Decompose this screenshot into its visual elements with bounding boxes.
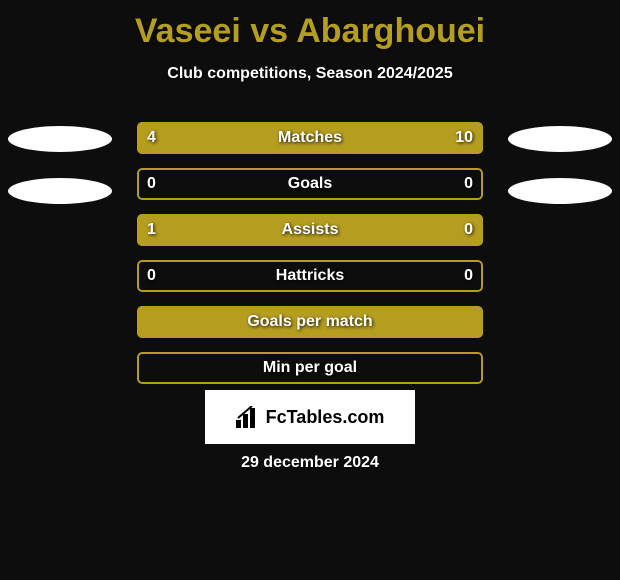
subtitle: Club competitions, Season 2024/2025: [0, 65, 620, 83]
stat-value-right: 0: [464, 267, 473, 285]
stat-value-right: 0: [464, 175, 473, 193]
stat-row-hattricks: Hattricks 0 0: [137, 260, 483, 292]
avatar-left-2: [8, 178, 112, 204]
stat-label: Min per goal: [263, 359, 357, 377]
stat-label: Assists: [282, 221, 339, 239]
stat-row-goals-per-match: Goals per match: [137, 306, 483, 338]
stat-row-matches: Matches 4 10: [137, 122, 483, 154]
stat-label: Goals per match: [247, 313, 372, 331]
stat-row-goals: Goals 0 0: [137, 168, 483, 200]
stat-value-right: 10: [455, 129, 473, 147]
stat-value-left: 4: [147, 129, 156, 147]
stat-label: Hattricks: [276, 267, 344, 285]
chart-icon: [236, 406, 260, 428]
avatar-right-1: [508, 126, 612, 152]
date-text: 29 december 2024: [0, 454, 620, 472]
bar-fill-left: [137, 214, 400, 246]
stat-value-left: 0: [147, 175, 156, 193]
bar-fill-right: [236, 122, 483, 154]
logo-text: FcTables.com: [266, 407, 385, 428]
avatar-left-1: [8, 126, 112, 152]
stats-container: Matches410Goals00Assists10Hattricks00Goa…: [137, 122, 483, 398]
avatar-right-2: [508, 178, 612, 204]
stat-row-min-per-goal: Min per goal: [137, 352, 483, 384]
stat-label: Matches: [278, 129, 342, 147]
page-title: Vaseei vs Abarghouei: [0, 0, 620, 51]
stat-value-right: 0: [464, 221, 473, 239]
stat-row-assists: Assists 1 0: [137, 214, 483, 246]
stat-label: Goals: [288, 175, 332, 193]
stat-value-left: 0: [147, 267, 156, 285]
stat-value-left: 1: [147, 221, 156, 239]
logo-box: FcTables.com: [205, 390, 415, 444]
